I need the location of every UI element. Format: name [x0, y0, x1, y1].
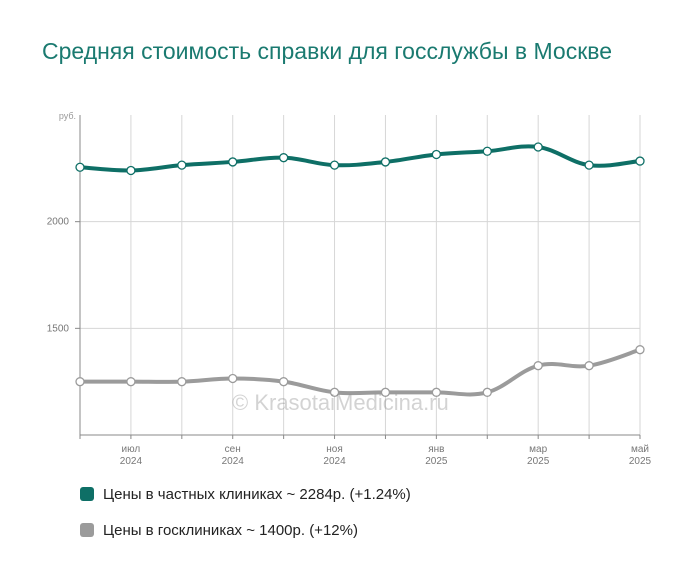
data-point[interactable] — [75, 377, 85, 387]
x-tick-label-month: ноя — [326, 444, 343, 455]
y-tick-label: 2000 — [47, 217, 70, 228]
legend-label: Цены в госклиниках ~ 1400р. (+12%) — [103, 521, 358, 539]
data-point[interactable] — [380, 157, 391, 167]
legend-item-2[interactable]: Цены в госклиниках ~ 1400р. (+12%) — [80, 520, 411, 540]
data-point[interactable] — [177, 160, 187, 170]
tick-labels: 15002000руб.июл2024сен2024ноя2024янв2025… — [47, 111, 652, 467]
data-point[interactable] — [584, 160, 594, 170]
x-tick-label-year: 2024 — [323, 456, 346, 467]
x-tick-label-month: янв — [428, 444, 444, 455]
x-tick-label-year: 2025 — [425, 456, 448, 467]
data-point[interactable] — [635, 156, 645, 166]
data-point[interactable] — [380, 387, 391, 397]
y-tick-label: 1500 — [47, 323, 70, 334]
data-point[interactable] — [126, 165, 136, 176]
data-point[interactable] — [533, 142, 543, 152]
legend-item-1[interactable]: Цены в частных клиниках ~ 2284р. (+1.24%… — [80, 484, 411, 504]
data-point[interactable] — [228, 373, 238, 384]
series-line-2 — [78, 347, 642, 397]
x-tick-label-month: май — [631, 444, 649, 455]
legend-swatch — [80, 487, 94, 501]
watermark: © KrasotaiMedicina.ru — [232, 390, 449, 415]
data-point[interactable] — [329, 160, 340, 170]
x-tick-label-month: мар — [529, 444, 547, 455]
data-point[interactable] — [482, 387, 492, 397]
data-point[interactable] — [431, 387, 442, 397]
legend: Цены в частных клиниках ~ 2284р. (+1.24%… — [80, 484, 411, 556]
data-point[interactable] — [431, 149, 442, 160]
data-point[interactable] — [278, 153, 289, 163]
data-point[interactable] — [126, 377, 136, 387]
data-point[interactable] — [635, 345, 645, 355]
data-point[interactable] — [278, 377, 289, 387]
x-tick-label-year: 2024 — [120, 456, 143, 467]
data-point[interactable] — [482, 146, 492, 156]
grid — [80, 115, 641, 435]
data-point[interactable] — [75, 162, 85, 172]
data-point[interactable] — [228, 157, 238, 167]
x-tick-label-month: сен — [225, 444, 241, 455]
legend-swatch — [80, 523, 94, 537]
legend-label: Цены в частных клиниках ~ 2284р. (+1.24%… — [103, 485, 411, 503]
y-axis-label: руб. — [59, 111, 76, 121]
data-point[interactable] — [177, 377, 187, 387]
data-point[interactable] — [584, 361, 594, 371]
x-tick-label-year: 2025 — [629, 456, 652, 467]
chart-title: Средняя стоимость справки для госслужбы … — [42, 38, 613, 64]
data-point[interactable] — [329, 387, 340, 397]
series — [75, 142, 645, 397]
x-tick-label-month: июл — [122, 444, 141, 455]
x-tick-label-year: 2025 — [527, 456, 550, 467]
series-line-1 — [78, 144, 642, 173]
x-tick-label-year: 2024 — [222, 456, 245, 467]
data-point[interactable] — [533, 361, 543, 371]
